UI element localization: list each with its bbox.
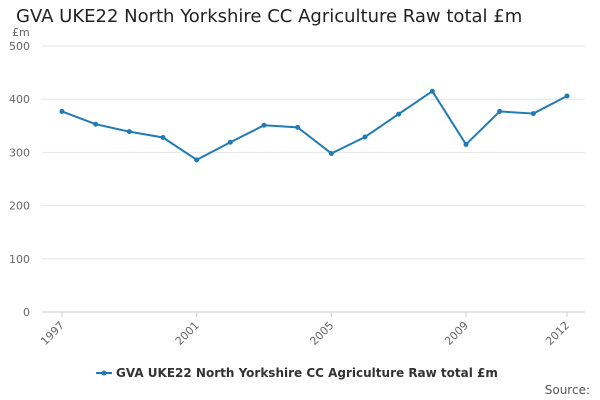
chart-title: GVA UKE22 North Yorkshire CC Agriculture…	[16, 6, 523, 27]
source-label: Source:	[545, 383, 590, 397]
x-tick-label: 2012	[543, 319, 572, 348]
data-point[interactable]	[194, 157, 200, 163]
y-tick-label: 200	[9, 200, 30, 213]
y-tick-label: 100	[9, 253, 30, 266]
data-point[interactable]	[362, 134, 368, 140]
y-tick-label: 400	[9, 93, 30, 106]
data-point[interactable]	[396, 111, 402, 117]
data-point[interactable]	[295, 124, 301, 130]
y-tick-label: 300	[9, 146, 30, 159]
data-point[interactable]	[227, 139, 233, 145]
data-point[interactable]	[126, 129, 132, 135]
data-point[interactable]	[93, 121, 99, 127]
x-axis-ticks: 1997 2001 2005 2009 2012	[38, 312, 572, 348]
y-tick-label: 500	[9, 40, 30, 53]
data-point[interactable]	[261, 122, 267, 128]
data-point[interactable]	[328, 150, 334, 156]
y-tick-label: 0	[23, 306, 30, 319]
data-point[interactable]	[530, 111, 536, 117]
legend[interactable]: GVA UKE22 North Yorkshire CC Agriculture…	[96, 366, 498, 380]
series-group	[59, 88, 570, 163]
legend-entry[interactable]: GVA UKE22 North Yorkshire CC Agriculture…	[116, 366, 498, 380]
data-point[interactable]	[429, 88, 435, 94]
data-point[interactable]	[497, 108, 503, 114]
x-tick-label: 2001	[173, 319, 202, 348]
y-axis-unit: £m	[12, 26, 30, 39]
x-tick-label: 2009	[442, 319, 471, 348]
data-point[interactable]	[463, 141, 469, 147]
series-line	[61, 90, 568, 161]
data-point[interactable]	[59, 108, 65, 114]
data-point[interactable]	[160, 135, 166, 141]
x-tick-label: 1997	[38, 319, 67, 348]
legend-point-marker	[101, 370, 107, 376]
gridlines	[42, 45, 585, 313]
x-tick-label: 2005	[307, 319, 336, 348]
data-point[interactable]	[564, 93, 570, 99]
y-axis-ticks: 0 100 200 300 400 500	[9, 40, 30, 319]
